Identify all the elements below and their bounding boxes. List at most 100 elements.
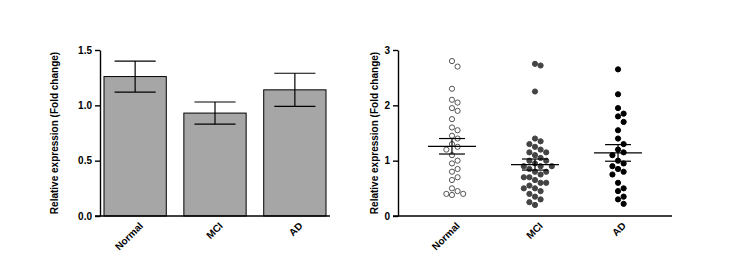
error-cap <box>115 60 156 61</box>
tick-label: AD <box>610 220 628 238</box>
error-stem <box>534 159 535 170</box>
point <box>621 119 626 124</box>
error-cap <box>439 138 465 139</box>
point <box>444 147 449 152</box>
point <box>449 97 454 102</box>
point <box>455 175 460 180</box>
point <box>521 175 526 180</box>
tick-mark <box>393 105 398 106</box>
error-stem <box>214 102 215 124</box>
tick-label: AD <box>287 220 305 238</box>
point <box>538 197 543 202</box>
point <box>449 86 454 91</box>
point <box>444 191 449 196</box>
point <box>455 100 460 105</box>
point <box>449 125 454 130</box>
error-cap <box>274 106 315 107</box>
point <box>538 189 543 194</box>
error-cap <box>522 158 548 159</box>
error-cap <box>194 124 235 125</box>
figure: 0.00.51.01.5NormalMCIADRelative expressi… <box>0 0 748 279</box>
point <box>544 180 549 185</box>
tick-mark <box>95 50 100 51</box>
point <box>615 92 620 97</box>
error-stem <box>294 73 295 106</box>
point <box>621 194 626 199</box>
tick-label: Normal <box>113 220 145 252</box>
bar <box>264 90 326 216</box>
point <box>615 166 620 171</box>
error-cap <box>115 91 156 92</box>
axis-line <box>95 215 330 216</box>
tick-label: 1.5 <box>78 45 92 56</box>
tick: MCI <box>204 220 225 241</box>
tick-label: MCI <box>524 220 545 241</box>
point <box>538 139 543 144</box>
y-axis: 0123 <box>384 45 398 222</box>
point <box>461 191 466 196</box>
point <box>538 155 543 160</box>
tick: AD <box>610 220 628 238</box>
point <box>538 63 543 68</box>
point <box>527 166 532 171</box>
point <box>527 150 532 155</box>
point <box>521 186 526 191</box>
tick-label: MCI <box>204 220 225 241</box>
point <box>532 153 537 158</box>
point <box>527 175 532 180</box>
point <box>532 194 537 199</box>
chart-strip: 0123NormalMCIADRelative expression (Fold… <box>369 45 672 253</box>
axis-line <box>398 51 399 217</box>
tick: 2 <box>384 100 398 111</box>
point <box>621 111 626 116</box>
point <box>532 136 537 141</box>
y-axis-title: Relative expression (Fold change) <box>369 52 380 214</box>
x-axis: Normal MCI AD <box>95 216 330 252</box>
point <box>538 172 543 177</box>
error-cap <box>439 153 465 154</box>
error-stem <box>135 61 136 92</box>
point <box>449 169 454 174</box>
tick: MCI <box>524 220 545 241</box>
error-bar <box>274 73 315 106</box>
point <box>455 128 460 133</box>
error-bar <box>115 61 156 92</box>
error-stem <box>617 145 618 162</box>
tick-mark <box>393 160 398 161</box>
error-cap <box>194 101 235 102</box>
point <box>615 114 620 119</box>
point <box>527 191 532 196</box>
tick: AD <box>287 220 305 238</box>
point <box>532 202 537 207</box>
tick: 1.0 <box>78 100 100 111</box>
error-bar <box>605 145 631 162</box>
x-axis: Normal MCI AD <box>393 216 672 252</box>
point <box>527 183 532 188</box>
tick-label: 0.5 <box>78 155 92 166</box>
chart-bar: 0.00.51.01.5NormalMCIADRelative expressi… <box>49 45 330 253</box>
point <box>538 180 543 185</box>
error-cap <box>522 169 548 170</box>
point <box>455 166 460 171</box>
point <box>449 161 454 166</box>
tick-mark <box>95 160 100 161</box>
axis-line <box>393 215 672 216</box>
point <box>449 117 454 122</box>
error-cap <box>605 161 631 162</box>
tick-label: 1 <box>384 155 390 166</box>
point <box>615 128 620 133</box>
point <box>455 189 460 194</box>
point <box>621 169 626 174</box>
point <box>544 150 549 155</box>
point <box>615 189 620 194</box>
axis-line <box>100 51 101 217</box>
tick-mark <box>393 50 398 51</box>
point <box>455 64 460 69</box>
tick: Normal <box>113 220 145 252</box>
point <box>449 177 454 182</box>
point <box>610 164 615 169</box>
point <box>527 141 532 146</box>
point <box>449 186 454 191</box>
tick: 0.5 <box>78 155 100 166</box>
tick-label: Normal <box>430 220 462 252</box>
